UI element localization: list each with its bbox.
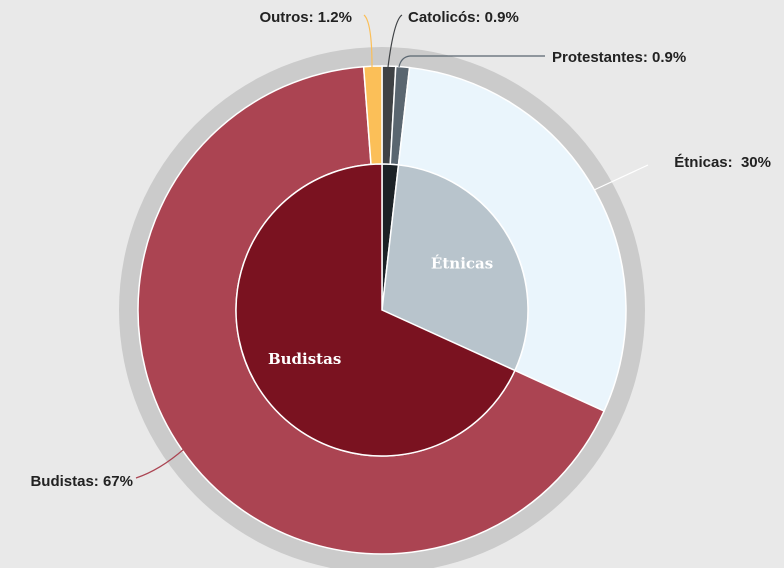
data-label: Catolicós: 0.9%: [408, 9, 519, 26]
slice-label: Étnicas: [431, 255, 493, 273]
data-label: Protestantes: 0.9%: [552, 49, 686, 66]
chart: Catolicós: 0.9% Protestantes: 0.9% Étnicas…: [0, 0, 784, 568]
slice-label: Budistas: [268, 350, 341, 368]
data-label: Étnicas: 30%: [674, 154, 771, 171]
data-label: Outros: 1.2%: [259, 9, 352, 26]
data-label: Budistas: 67%: [30, 473, 133, 490]
